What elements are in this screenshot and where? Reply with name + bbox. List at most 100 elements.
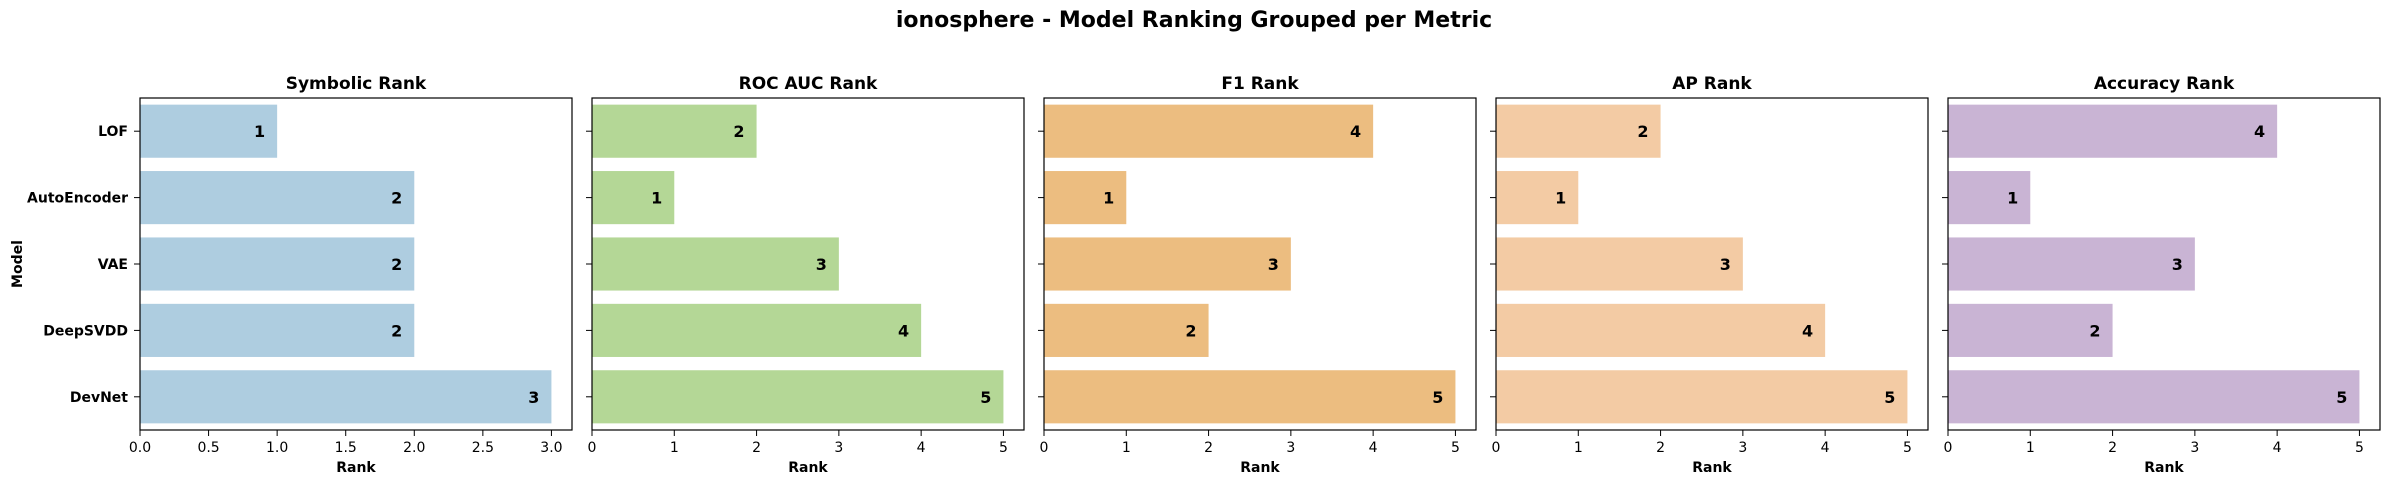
x-tick-label: 1.0 [266, 440, 288, 456]
bar-deepsvdd [592, 303, 922, 357]
panel-title: AP Rank [1672, 74, 1752, 94]
bar-autoencoder [1044, 171, 1127, 225]
chart-panel-5: Accuracy Rank 4 1 3 2 5 0 1 2 3 4 5 Rank [1942, 74, 2381, 476]
bar-vae [140, 237, 415, 291]
x-tick-label: 1 [670, 440, 679, 456]
bar-value-label: 4 [1350, 122, 1361, 141]
x-tick-label: 3 [2190, 440, 2199, 456]
x-axis-label: Rank [1692, 460, 1732, 476]
x-tick-label: 5 [1903, 440, 1912, 456]
bar-value-label: 4 [898, 321, 909, 340]
category-label: DeepSVDD [43, 323, 128, 339]
x-tick-label: 3 [834, 440, 843, 456]
plot-frame [591, 97, 1025, 431]
plot-frame [1947, 97, 2381, 431]
bar-devnet [1496, 370, 1908, 424]
panel-title: ROC AUC Rank [739, 74, 878, 94]
chart-panel-2: ROC AUC Rank 2 1 3 4 5 0 1 2 3 4 5 Rank [586, 74, 1025, 476]
bar-value-label: 3 [816, 255, 827, 274]
x-tick-label: 3 [1738, 440, 1747, 456]
plot-frame [1043, 97, 1477, 431]
bar-deepsvdd [1044, 303, 1209, 357]
bar-value-label: 1 [651, 189, 662, 208]
x-tick-label: 4 [917, 440, 926, 456]
x-tick-label: 5 [2355, 440, 2364, 456]
x-tick-label: 3 [1286, 440, 1295, 456]
plot-frame [139, 97, 573, 431]
bar-lof [592, 104, 757, 158]
x-tick-label: 3.0 [540, 440, 562, 456]
bar-lof [1948, 104, 2278, 158]
x-tick-label: 4 [1821, 440, 1830, 456]
panel-title: Accuracy Rank [2094, 74, 2235, 94]
x-tick-label: 1 [1574, 440, 1583, 456]
plot-frame [1495, 97, 1929, 431]
x-tick-label: 2 [2108, 440, 2117, 456]
panel-title: F1 Rank [1221, 74, 1299, 94]
bar-value-label: 3 [1720, 255, 1731, 274]
x-tick-label: 0.0 [129, 440, 151, 456]
x-tick-label: 0.5 [197, 440, 219, 456]
bar-value-label: 4 [2254, 122, 2265, 141]
bar-vae [1044, 237, 1291, 291]
bar-deepsvdd [1948, 303, 2113, 357]
x-tick-label: 1 [2026, 440, 2035, 456]
x-tick-label: 5 [999, 440, 1008, 456]
bar-value-label: 1 [254, 122, 265, 141]
bar-deepsvdd [1496, 303, 1826, 357]
bar-lof [140, 104, 278, 158]
bar-value-label: 5 [1884, 388, 1895, 407]
chart-panels: Symbolic Rank 1 LOF 2 AutoEncoder 2 VAE 2 DeepSV… [10, 74, 2381, 476]
x-tick-label: 1 [1122, 440, 1131, 456]
bar-value-label: 5 [2336, 388, 2347, 407]
bar-devnet [1044, 370, 1456, 424]
x-tick-label: 1.5 [335, 440, 357, 456]
category-label: AutoEncoder [27, 191, 128, 207]
bar-value-label: 5 [980, 388, 991, 407]
bar-deepsvdd [140, 303, 415, 357]
bar-autoencoder [140, 171, 415, 225]
x-tick-label: 2.5 [472, 440, 494, 456]
bar-value-label: 3 [1268, 255, 1279, 274]
bar-value-label: 2 [391, 255, 402, 274]
x-tick-label: 0 [1492, 440, 1501, 456]
x-tick-label: 0 [1944, 440, 1953, 456]
figure-title: ionosphere - Model Ranking Grouped per M… [896, 8, 1492, 33]
x-tick-label: 2 [752, 440, 761, 456]
bar-value-label: 3 [2172, 255, 2183, 274]
bar-value-label: 2 [391, 189, 402, 208]
bar-value-label: 1 [1555, 189, 1566, 208]
bar-autoencoder [1948, 171, 2031, 225]
category-label: VAE [98, 257, 128, 273]
x-tick-label: 5 [1451, 440, 1460, 456]
x-tick-label: 4 [1369, 440, 1378, 456]
bar-vae [1496, 237, 1743, 291]
bar-value-label: 4 [1802, 321, 1813, 340]
x-tick-label: 0 [1040, 440, 1049, 456]
bar-vae [592, 237, 839, 291]
x-tick-label: 2.0 [403, 440, 425, 456]
chart-panel-4: AP Rank 2 1 3 4 5 0 1 2 3 4 5 Rank [1490, 74, 1929, 476]
chart-panel-3: F1 Rank 4 1 3 2 5 0 1 2 3 4 5 Rank [1038, 74, 1477, 476]
x-tick-label: 0 [588, 440, 597, 456]
x-axis-label: Rank [336, 460, 376, 476]
bar-value-label: 1 [1103, 189, 1114, 208]
bar-autoencoder [592, 171, 675, 225]
bar-value-label: 2 [733, 122, 744, 141]
bar-value-label: 2 [391, 321, 402, 340]
bar-value-label: 1 [2007, 189, 2018, 208]
panel-title: Symbolic Rank [286, 74, 427, 94]
bar-autoencoder [1496, 171, 1579, 225]
bar-devnet [1948, 370, 2360, 424]
bar-lof [1496, 104, 1661, 158]
chart-panel-1: Symbolic Rank 1 LOF 2 AutoEncoder 2 VAE 2 DeepSV… [10, 74, 573, 476]
x-axis-label: Rank [2144, 460, 2184, 476]
bar-vae [1948, 237, 2195, 291]
bar-value-label: 2 [1637, 122, 1648, 141]
category-label: LOF [98, 124, 128, 140]
x-axis-label: Rank [1240, 460, 1280, 476]
x-tick-label: 4 [2273, 440, 2282, 456]
y-axis-label: Model [10, 240, 26, 288]
bar-value-label: 2 [2089, 321, 2100, 340]
